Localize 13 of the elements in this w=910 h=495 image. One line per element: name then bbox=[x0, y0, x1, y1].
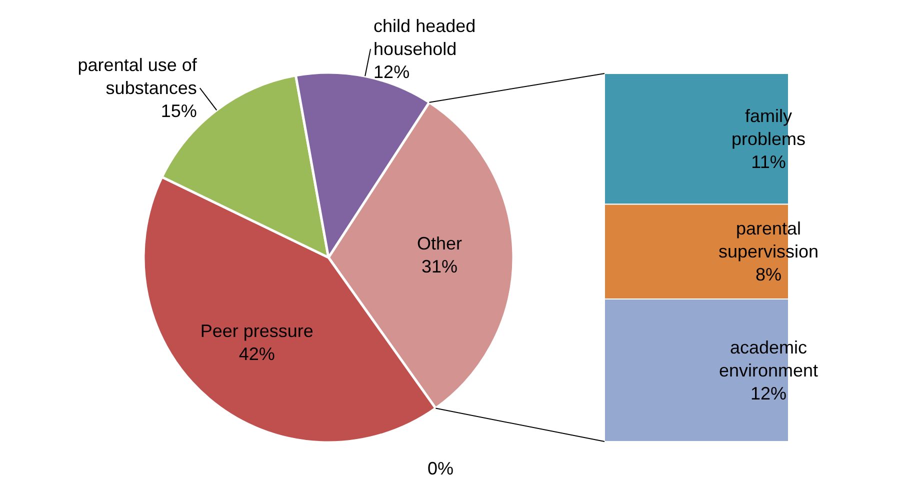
data-label: 8% bbox=[755, 264, 782, 285]
data-label: 31% bbox=[421, 256, 458, 277]
text: 0% bbox=[427, 458, 454, 478]
slice-label: Other bbox=[416, 234, 462, 254]
data-label: 12% bbox=[750, 383, 787, 404]
slice-label: child headed household bbox=[374, 16, 476, 59]
slice-label: Peer pressure bbox=[200, 320, 314, 341]
data-label: 12% bbox=[374, 62, 410, 82]
slice-label: parental use of substances bbox=[78, 55, 198, 98]
data-label: 15% bbox=[160, 101, 197, 122]
data-label: 42% bbox=[238, 344, 275, 364]
data-label: 11% bbox=[751, 152, 786, 172]
series-label: academic environment bbox=[718, 337, 818, 380]
